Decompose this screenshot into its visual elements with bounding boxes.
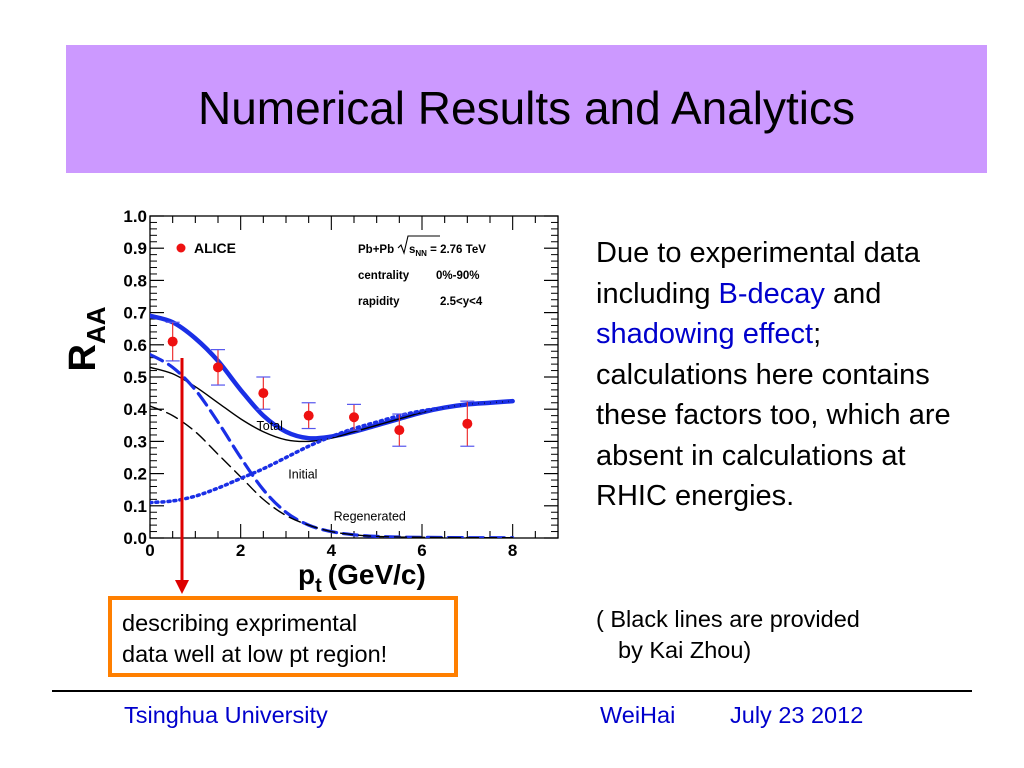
explanation-part-2: and [824, 277, 882, 310]
info-energy: sNN = 2.76 TeV [409, 244, 486, 258]
b-decay-highlight: B-decay [718, 277, 825, 310]
y-tick-label: 0.0 [123, 529, 147, 548]
info-collision: Pb+Pb [358, 244, 394, 256]
footer-divider [52, 690, 972, 692]
x-axis-label-unit: (GeV/c) [328, 559, 426, 590]
model-curves [150, 313, 515, 538]
data-point [462, 418, 473, 429]
svg-text:RAA: RAA [62, 306, 111, 371]
alice-data-points [165, 321, 475, 447]
data-point [167, 336, 178, 347]
curve-annotation: Total [257, 419, 283, 433]
curve-blue-dotted [150, 399, 515, 505]
data-point [258, 388, 269, 399]
callout-arrow [175, 358, 189, 594]
callout-line-1: describing exprimental [122, 610, 358, 636]
x-tick-label: 8 [508, 541, 517, 560]
curve-blue-dashed [150, 352, 515, 538]
y-axis-label-sub: AA [81, 306, 111, 344]
y-tick-label: 0.2 [123, 465, 147, 484]
x-axis-label: pt (GeV/c) [298, 559, 426, 596]
explanation-text: Due to experimental data including B-dec… [596, 233, 976, 517]
explanation-part-3: ; calculations here contains these facto… [596, 318, 951, 512]
y-axis-label: RAA [62, 306, 111, 371]
y-tick-label: 0.8 [123, 271, 147, 290]
y-tick-label: 0.7 [123, 304, 147, 323]
callout-line-2: data well at low pt region! [122, 641, 388, 667]
slide-title: Numerical Results and Analytics [197, 82, 856, 134]
data-point [213, 362, 223, 373]
curve-annotation: Initial [288, 467, 317, 481]
x-tick-label: 2 [236, 541, 245, 560]
y-tick-label: 0.5 [123, 368, 147, 387]
axis-ticks [149, 215, 559, 539]
title-bar: Numerical Results and Analytics [66, 45, 987, 173]
explanation-part-1: Due to experimental data including [596, 237, 921, 310]
info-rapidity-label: rapidity [358, 296, 400, 308]
x-axis-label-sub: t [315, 575, 322, 596]
info-centrality-label: centrality [358, 270, 410, 282]
legend-label: ALICE [194, 240, 236, 256]
footer-place: WeiHai [600, 702, 676, 728]
source-note: ( Black lines are provided by Kai Zhou) [596, 604, 860, 666]
y-tick-label: 0.9 [123, 239, 147, 258]
shadowing-effect-highlight: shadowing effect [596, 318, 814, 350]
source-note-line-2: by Kai Zhou) [618, 637, 752, 663]
x-tick-labels: 0 2 4 6 8 [145, 541, 517, 560]
x-tick-label: 0 [145, 541, 154, 560]
legend-marker [176, 243, 186, 253]
data-point [394, 425, 405, 436]
y-tick-label: 1.0 [123, 207, 147, 226]
data-point [349, 412, 359, 423]
info-centrality-value: 0%-90% [436, 270, 479, 282]
y-tick-label: 0.3 [123, 432, 147, 451]
curve-annotation: Regenerated [334, 509, 406, 523]
source-note-line-1: ( Black lines are provided [596, 606, 860, 632]
curve-black-dashed [150, 405, 514, 538]
footer-university: Tsinghua University [124, 702, 328, 728]
y-tick-label: 0.4 [123, 400, 147, 419]
curve-annotations: Total Initial Regenerated [257, 419, 406, 523]
info-box: Pb+Pb sNN = 2.76 TeV centrality 0%-90% r… [358, 235, 486, 308]
footer-date: July 23 2012 [730, 702, 864, 728]
x-axis-label-main: p [298, 559, 315, 590]
curve-blue-solid-thick [150, 313, 515, 441]
sqrt-sign [397, 235, 440, 255]
callout-box: describing exprimental data well at low … [108, 596, 458, 677]
y-tick-labels: 0.0 0.1 0.2 0.3 0.4 0.5 0.6 0.7 0.8 0.9 1.0 [123, 207, 147, 548]
data-point [303, 410, 314, 421]
x-tick-label: 6 [417, 541, 426, 560]
y-tick-label: 0.6 [123, 336, 147, 355]
info-rapidity-value: 2.5<y<4 [440, 296, 483, 308]
y-tick-label: 0.1 [123, 497, 147, 516]
x-tick-label: 4 [327, 541, 337, 560]
y-axis-label-main: R [62, 344, 104, 371]
